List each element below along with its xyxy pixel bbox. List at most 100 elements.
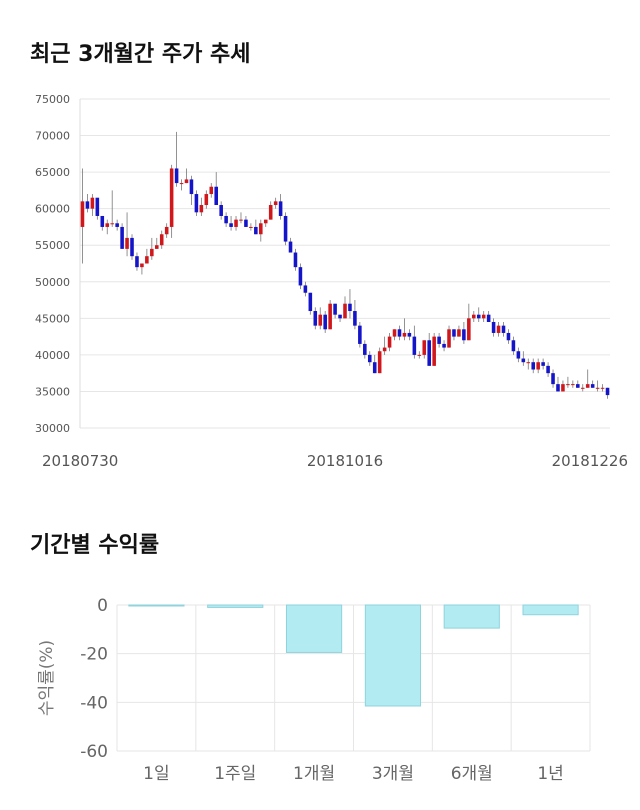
candle-body-up: [526, 362, 531, 364]
y-tick-label: 70000: [35, 130, 70, 143]
candle-body-down: [546, 365, 550, 374]
candle-body-up: [536, 362, 540, 370]
candle: [496, 321, 501, 337]
candle: [184, 168, 189, 184]
y-tick-label: 65000: [35, 166, 70, 179]
candle-body-up: [382, 347, 387, 352]
candle: [442, 340, 446, 352]
candle-body-down: [358, 325, 362, 344]
candle-body-up: [90, 197, 95, 209]
candle-body-up: [422, 340, 427, 355]
candle-body-up: [234, 219, 238, 227]
candle: [95, 197, 100, 220]
y-tick-label: 30000: [35, 422, 70, 435]
candle-body-up: [110, 223, 114, 225]
candle-body-down: [605, 387, 610, 396]
candle: [417, 351, 422, 359]
candle-body-down: [590, 384, 595, 388]
candle-body-down: [219, 205, 223, 216]
candle-body-up: [392, 329, 397, 337]
x-tick-label: 6개월: [451, 764, 493, 784]
candle: [130, 234, 134, 260]
candle: [432, 332, 436, 366]
candle-body-down: [407, 332, 412, 337]
candle: [377, 347, 382, 374]
candle: [566, 376, 570, 388]
candle: [457, 325, 461, 337]
candle: [595, 380, 600, 392]
x-tick-label: 20181016: [307, 452, 383, 470]
y-tick-label: 0: [97, 596, 108, 616]
candle: [298, 263, 303, 290]
candle-body-up: [164, 226, 169, 235]
candle: [323, 311, 327, 333]
candle: [169, 164, 174, 238]
candle-body-up: [249, 226, 253, 228]
candle: [541, 358, 545, 370]
candle: [115, 219, 119, 231]
candle: [199, 197, 204, 216]
candle-body-up: [343, 303, 347, 319]
candle-body-down: [95, 197, 100, 216]
candle: [447, 325, 451, 348]
candle-body-up: [328, 303, 332, 330]
candle-body-down: [551, 373, 555, 385]
candle: [224, 212, 228, 227]
candle: [90, 194, 95, 216]
candle-body-down: [244, 219, 248, 227]
x-tick-label: 1주일: [214, 764, 256, 784]
candle-body-up: [318, 314, 323, 326]
candle-body-up: [273, 201, 278, 206]
candle-body-down: [348, 303, 352, 312]
candle: [501, 321, 506, 337]
candle: [328, 300, 332, 330]
candle-body-down: [224, 215, 228, 224]
candle-body-down: [293, 252, 298, 268]
candle-body-down: [521, 358, 526, 363]
return-bar: [207, 604, 264, 608]
candle-body-up: [204, 194, 209, 206]
candle-body-down: [541, 362, 545, 366]
candle-body-up: [268, 205, 273, 220]
x-tick-label: 1개월: [293, 764, 335, 784]
candle: [600, 384, 605, 392]
candle-body-down: [476, 314, 481, 319]
candle: [531, 358, 536, 374]
candle-body-down: [229, 223, 233, 227]
candle: [288, 237, 293, 253]
candle: [333, 303, 337, 319]
return-bar: [522, 604, 579, 616]
candle: [422, 340, 427, 359]
candle: [382, 336, 387, 355]
y-tick-label: -40: [80, 693, 108, 713]
candle-body-down: [313, 311, 318, 326]
candle: [521, 351, 526, 366]
candle: [150, 237, 154, 260]
candle: [551, 369, 555, 388]
candle-body-down: [283, 215, 288, 242]
y-tick-label: -60: [80, 742, 108, 762]
candle: [239, 212, 243, 224]
candle-body-down: [174, 168, 179, 184]
candle-body-up: [105, 223, 110, 227]
candle-body-up: [595, 387, 600, 389]
candle: [358, 321, 362, 348]
candle-body-up: [125, 237, 129, 249]
x-tick-label: 3개월: [372, 764, 414, 784]
x-tick-label: 1년: [537, 764, 563, 784]
candle-body-down: [397, 329, 402, 337]
candle-body-down: [531, 362, 536, 370]
candle: [105, 219, 110, 235]
candle-body-up: [571, 384, 575, 386]
candle: [229, 215, 233, 231]
candle: [561, 380, 565, 392]
candle-body-down: [486, 314, 491, 322]
candle: [412, 325, 417, 359]
candle-body-down: [323, 314, 327, 330]
candle: [234, 215, 238, 231]
candle: [80, 168, 85, 264]
candle-body-up: [169, 168, 174, 227]
candle: [268, 201, 273, 220]
y-axis-label: 수익률(%): [37, 640, 57, 716]
candle-body-up: [377, 351, 382, 374]
